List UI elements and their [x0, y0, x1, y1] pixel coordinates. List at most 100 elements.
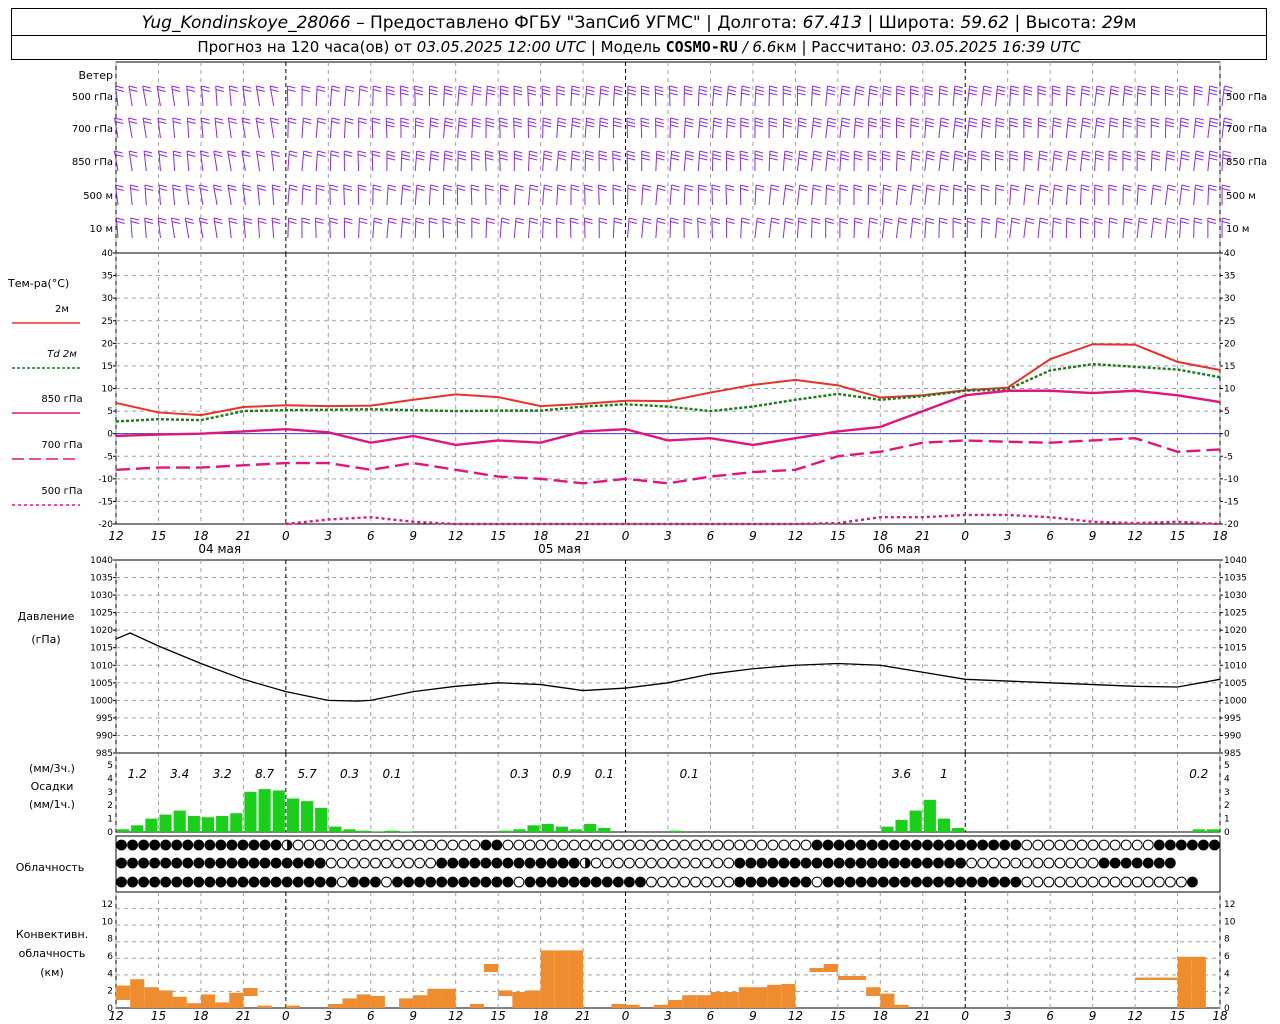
wind-barb-flag [940, 188, 949, 191]
wind-barb-flag [444, 124, 453, 128]
wind-barb-flag [213, 184, 222, 188]
wind-barb-flag [1081, 154, 1091, 157]
wind-barb-flag [883, 188, 892, 191]
wind-barb-flag [926, 150, 936, 154]
wind-barb [895, 150, 898, 172]
wind-barb-flag [699, 154, 708, 157]
cloud-clear-icon [381, 839, 392, 851]
wind-barb-flag [996, 221, 1005, 224]
conv-time-tick-label: 15 [491, 1009, 506, 1023]
cloud-full-icon [944, 876, 955, 888]
wind-barb [372, 217, 375, 239]
wind-barb-flag [797, 92, 806, 96]
wind-barb-flag [684, 188, 694, 191]
wind-barb [697, 217, 699, 239]
wind-barb-flag [982, 121, 991, 124]
cloud-clear-icon [557, 839, 569, 851]
conv-cloud-bar [512, 992, 527, 1008]
wind-barb [269, 85, 275, 107]
cloud-clear-icon [756, 839, 768, 851]
wind-barb-flag [968, 154, 977, 157]
wind-barb-flag [797, 89, 806, 92]
cloud-full-icon [226, 876, 238, 888]
wind-barb-flag [243, 188, 252, 191]
wind-barb-flag [456, 217, 466, 221]
wind-barb-flag [288, 121, 297, 124]
cloud-clear-icon [1021, 857, 1033, 869]
precip-bar [527, 825, 540, 832]
wind-barb-flag [344, 150, 353, 154]
wind-barb-flag [256, 154, 266, 157]
wind-barb-flag [329, 221, 338, 224]
cloud-clear-icon [1032, 876, 1044, 888]
conv-cloud-bar [526, 990, 541, 1008]
wind-barb-flag [317, 117, 327, 121]
wind-barb-flag [471, 221, 480, 224]
wind-barb-flag [1223, 124, 1232, 128]
wind-barb [485, 217, 488, 239]
wind-barb-flag [345, 117, 354, 121]
conv-cloud-bar [668, 1000, 683, 1008]
wind-barb [655, 217, 658, 239]
wind-barb-flag [699, 85, 708, 89]
wind-barb-flag [754, 154, 764, 157]
cloud-full-icon [1109, 857, 1121, 869]
wind-barb-flag [416, 154, 425, 157]
cloud-clear-icon [690, 857, 702, 869]
cloud-full-icon [811, 839, 823, 851]
wind-barb-flag [869, 221, 878, 224]
conv-time-tick-label: 21 [236, 1009, 251, 1023]
wind-barb-flag [940, 184, 949, 188]
wind-barb-flag [841, 121, 850, 124]
wind-barb-flag [343, 188, 352, 191]
wind-barb-flag [627, 89, 637, 92]
wind-barb-flag [572, 150, 581, 154]
wind-barb [371, 150, 374, 172]
cloud-clear-icon [1142, 876, 1154, 888]
conv-cloud-bar [781, 984, 796, 1008]
wind-barb-flag [458, 124, 467, 128]
wind-barb-flag [586, 117, 595, 121]
cloud-full-icon [888, 857, 900, 869]
temp-ytick-right: -20 [1224, 520, 1239, 530]
wind-barb [768, 217, 773, 239]
wind-barb-flag [882, 121, 891, 124]
wind-barb-flag [868, 117, 878, 121]
wind-barb-flag [1023, 121, 1032, 124]
wind-barb [428, 117, 432, 139]
wind-barb-flag [712, 154, 722, 157]
wind-barb-flag [242, 121, 251, 124]
precip-bar [909, 810, 922, 832]
conv-ytick-left: 6 [107, 952, 113, 962]
conv-cloud-bar [427, 988, 442, 1008]
conv-cloud-bar [1149, 977, 1164, 980]
wind-barb-flag [1138, 85, 1147, 89]
wind-barb [158, 150, 161, 172]
wind-barb-flag [1010, 184, 1020, 188]
conv-ytick-right: 10 [1224, 917, 1236, 927]
cloud-clear-icon [646, 839, 657, 851]
cloud-full-icon [833, 876, 845, 888]
wind-barb [825, 117, 829, 139]
temp-title: Тем-ра(°С) [7, 277, 69, 290]
wind-barb-flag [159, 188, 168, 191]
wind-barb-flag [826, 184, 835, 188]
conv-cloud-bar [1163, 977, 1178, 980]
precip-bar [937, 818, 951, 832]
wind-barb [796, 117, 800, 139]
wind-barb-flag [271, 217, 281, 221]
cloud-clear-icon [1131, 839, 1143, 851]
wind-barb [697, 85, 700, 107]
precip-ytick-right: 1 [1224, 815, 1230, 825]
wind-barb-flag [400, 85, 409, 89]
cloud-full-icon [458, 876, 470, 888]
wind-barb-flag [359, 85, 369, 89]
cloud-full-icon [226, 839, 238, 851]
cloud-full-icon [933, 876, 944, 888]
wind-barb-flag [515, 184, 524, 188]
wind-barb [1193, 184, 1196, 206]
wind-barb-flag [1023, 117, 1033, 121]
cloud-full-icon [568, 857, 580, 869]
wind-barb-flag [1108, 157, 1118, 161]
wind-barb [782, 150, 786, 172]
